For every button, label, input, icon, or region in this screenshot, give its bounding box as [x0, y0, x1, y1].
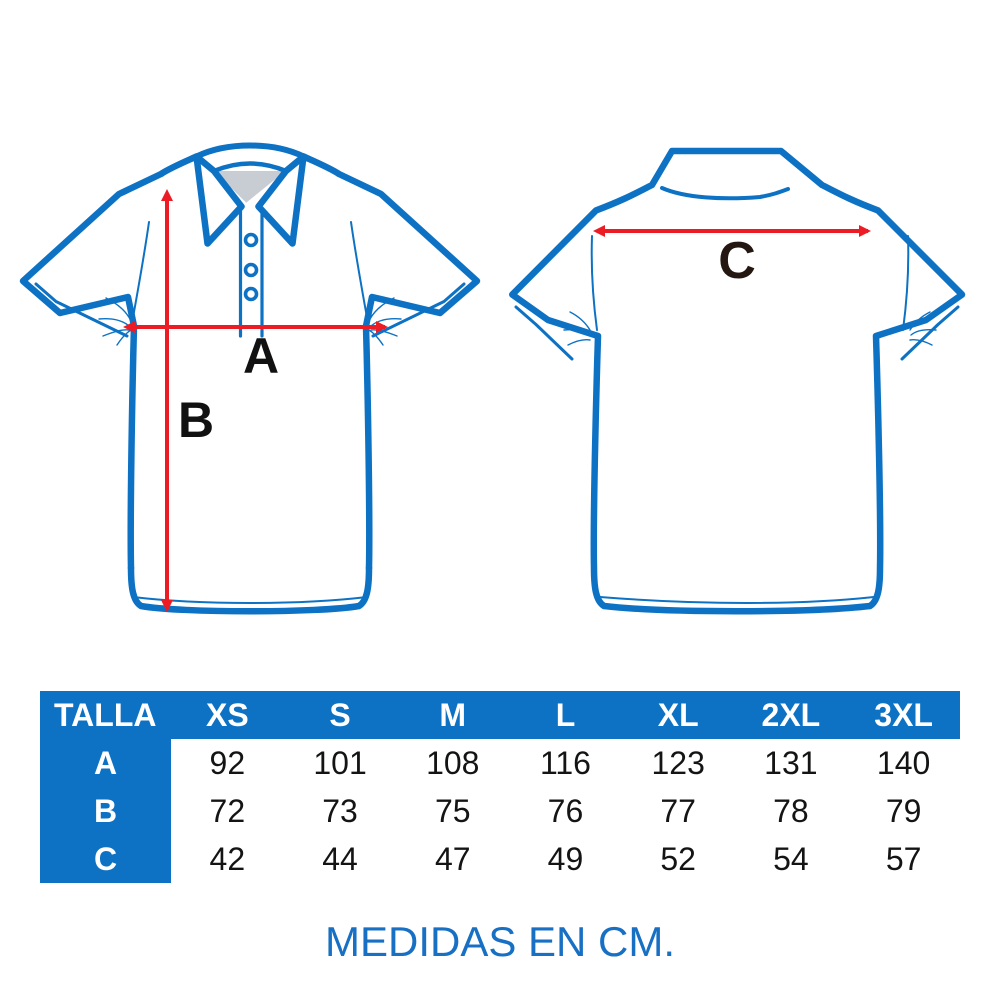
svg-text:B: B — [178, 392, 214, 448]
svg-text:C: C — [718, 232, 756, 290]
svg-text:A: A — [243, 328, 279, 384]
